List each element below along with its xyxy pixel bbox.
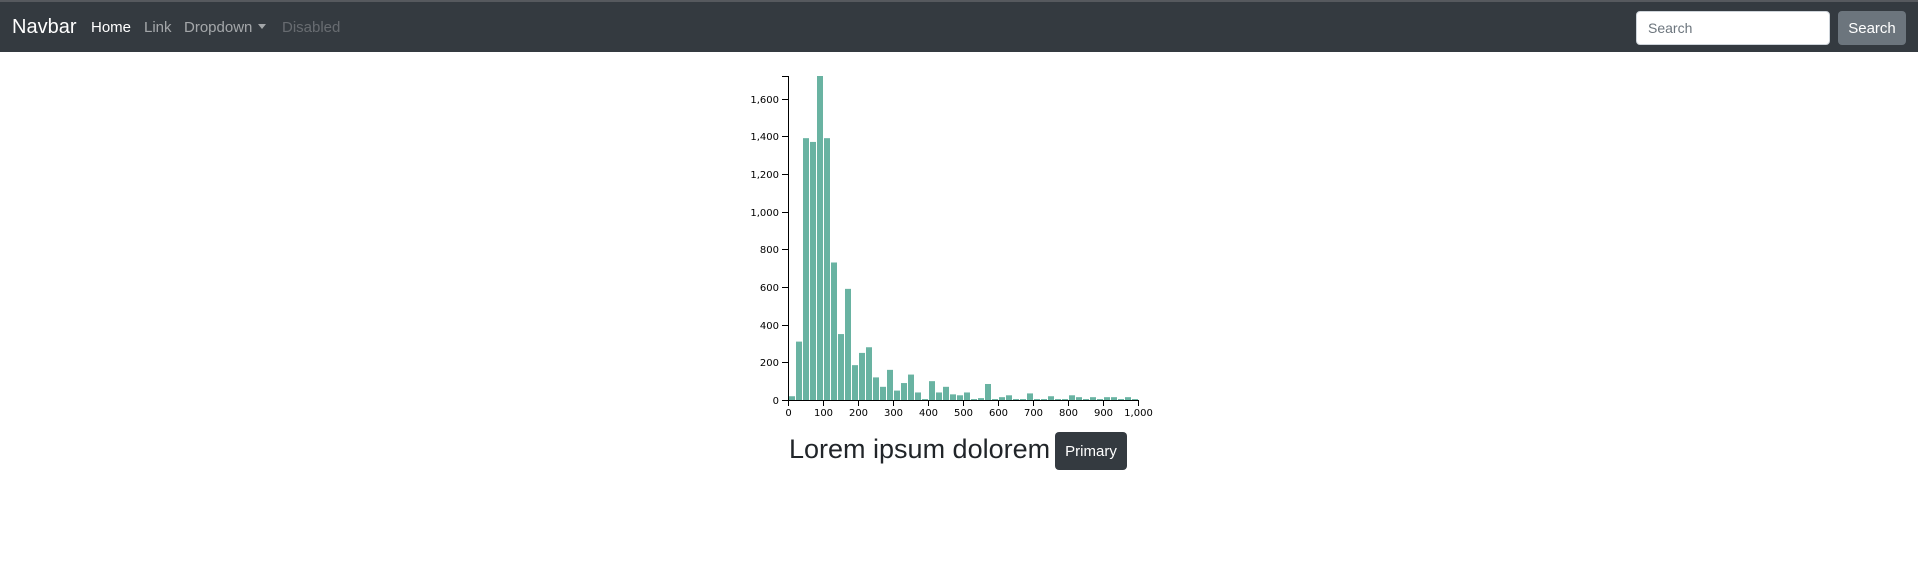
histogram-bar bbox=[901, 383, 907, 400]
histogram-bar bbox=[894, 390, 900, 400]
y-tick-label: 200 bbox=[760, 358, 779, 369]
histogram-bar bbox=[880, 386, 886, 400]
x-tick-label: 1,000 bbox=[1124, 408, 1153, 419]
histogram-chart: 0 200 400 600 800 1,000 1,200 1,400 1,600 0 100 20… bbox=[750, 76, 1153, 419]
histogram-bar bbox=[1006, 395, 1012, 400]
histogram-bar bbox=[1097, 399, 1103, 400]
histogram-bar bbox=[1090, 397, 1096, 400]
y-tick-label: 0 bbox=[773, 396, 779, 407]
histogram-bar bbox=[1111, 397, 1117, 400]
y-tick-label: 400 bbox=[760, 321, 779, 332]
y-tick-label: 1,600 bbox=[750, 95, 779, 106]
top-navbar: Navbar Home Link Dropdown Disabled Searc… bbox=[0, 0, 1918, 52]
histogram-bar bbox=[1013, 399, 1019, 400]
histogram-bar bbox=[810, 141, 816, 400]
chart-bars bbox=[789, 76, 1138, 401]
y-axis: 0 200 400 600 800 1,000 1,200 1,400 1,600 bbox=[750, 76, 789, 407]
y-tick-label: 1,400 bbox=[750, 132, 779, 143]
histogram-bar bbox=[1076, 397, 1082, 400]
histogram-bar bbox=[922, 399, 928, 400]
histogram-bar bbox=[789, 396, 795, 400]
y-tick-label: 800 bbox=[760, 245, 779, 256]
nav-dropdown-toggle[interactable]: Dropdown bbox=[184, 19, 267, 37]
histogram-bar bbox=[950, 394, 956, 400]
histogram-bar bbox=[859, 352, 865, 400]
page-heading: Lorem ipsum dolorem bbox=[789, 434, 1051, 464]
primary-button[interactable]: Primary bbox=[1055, 432, 1127, 470]
nav-link-link[interactable]: Link bbox=[144, 19, 172, 36]
histogram-bar bbox=[803, 138, 809, 401]
histogram-bar bbox=[866, 347, 872, 400]
histogram-bar bbox=[1062, 399, 1068, 400]
histogram-bar bbox=[985, 383, 991, 400]
histogram-bar bbox=[1104, 397, 1110, 400]
histogram-bar bbox=[852, 365, 858, 400]
histogram-bar bbox=[831, 262, 837, 400]
histogram-bar bbox=[873, 377, 879, 400]
y-tick-label: 600 bbox=[760, 283, 779, 294]
histogram-bar bbox=[796, 341, 802, 400]
histogram-bar bbox=[1027, 393, 1033, 400]
y-axis-line bbox=[782, 76, 789, 401]
histogram-bar bbox=[1125, 397, 1131, 400]
histogram-bar bbox=[964, 392, 970, 400]
y-tick-label: 1,000 bbox=[750, 208, 779, 219]
histogram-bar bbox=[915, 392, 921, 400]
x-tick-label: 200 bbox=[849, 408, 868, 419]
navbar-brand[interactable]: Navbar bbox=[12, 16, 77, 38]
nav-dropdown-label: Dropdown bbox=[184, 19, 253, 36]
histogram-bar bbox=[999, 397, 1005, 400]
histogram-bar bbox=[1118, 399, 1124, 400]
x-tick-label: 400 bbox=[919, 408, 938, 419]
histogram-bar bbox=[1020, 399, 1026, 400]
histogram-bar bbox=[817, 76, 823, 400]
histogram-bar bbox=[929, 381, 935, 400]
histogram-bar bbox=[978, 398, 984, 400]
x-tick-label: 0 bbox=[785, 408, 791, 419]
histogram-bar bbox=[1069, 395, 1075, 400]
histogram-bar bbox=[1048, 396, 1054, 400]
x-tick-label: 700 bbox=[1024, 408, 1043, 419]
x-tick-label: 800 bbox=[1059, 408, 1078, 419]
histogram-bar bbox=[838, 334, 844, 400]
histogram-bar bbox=[971, 399, 977, 400]
x-axis: 0 100 200 300 400 500 600 700 800 900 1,000 bbox=[785, 400, 1153, 419]
x-tick-label: 500 bbox=[954, 408, 973, 419]
histogram-bar bbox=[845, 288, 851, 400]
x-tick-label: 600 bbox=[989, 408, 1008, 419]
y-tick-label: 1,200 bbox=[750, 170, 779, 181]
histogram-bar bbox=[1083, 399, 1089, 400]
histogram-bar bbox=[1034, 399, 1040, 400]
chevron-down-icon bbox=[258, 24, 267, 29]
histogram-bar bbox=[992, 399, 998, 400]
search-button[interactable]: Search bbox=[1838, 11, 1906, 45]
search-input[interactable] bbox=[1636, 11, 1830, 45]
nav-link-disabled: Disabled bbox=[282, 19, 341, 36]
x-tick-label: 100 bbox=[814, 408, 833, 419]
histogram-bar bbox=[908, 374, 914, 400]
histogram-bar bbox=[1132, 399, 1138, 400]
histogram-bar bbox=[887, 369, 893, 400]
histogram-bar bbox=[1055, 399, 1061, 400]
histogram-bar bbox=[943, 386, 949, 400]
histogram-bar bbox=[957, 395, 963, 400]
histogram-bar bbox=[1041, 399, 1047, 400]
x-tick-label: 900 bbox=[1094, 408, 1113, 419]
histogram-bar bbox=[824, 138, 830, 401]
histogram-bar bbox=[936, 392, 942, 400]
x-tick-label: 300 bbox=[884, 408, 903, 419]
nav-link-home[interactable]: Home bbox=[91, 19, 132, 36]
